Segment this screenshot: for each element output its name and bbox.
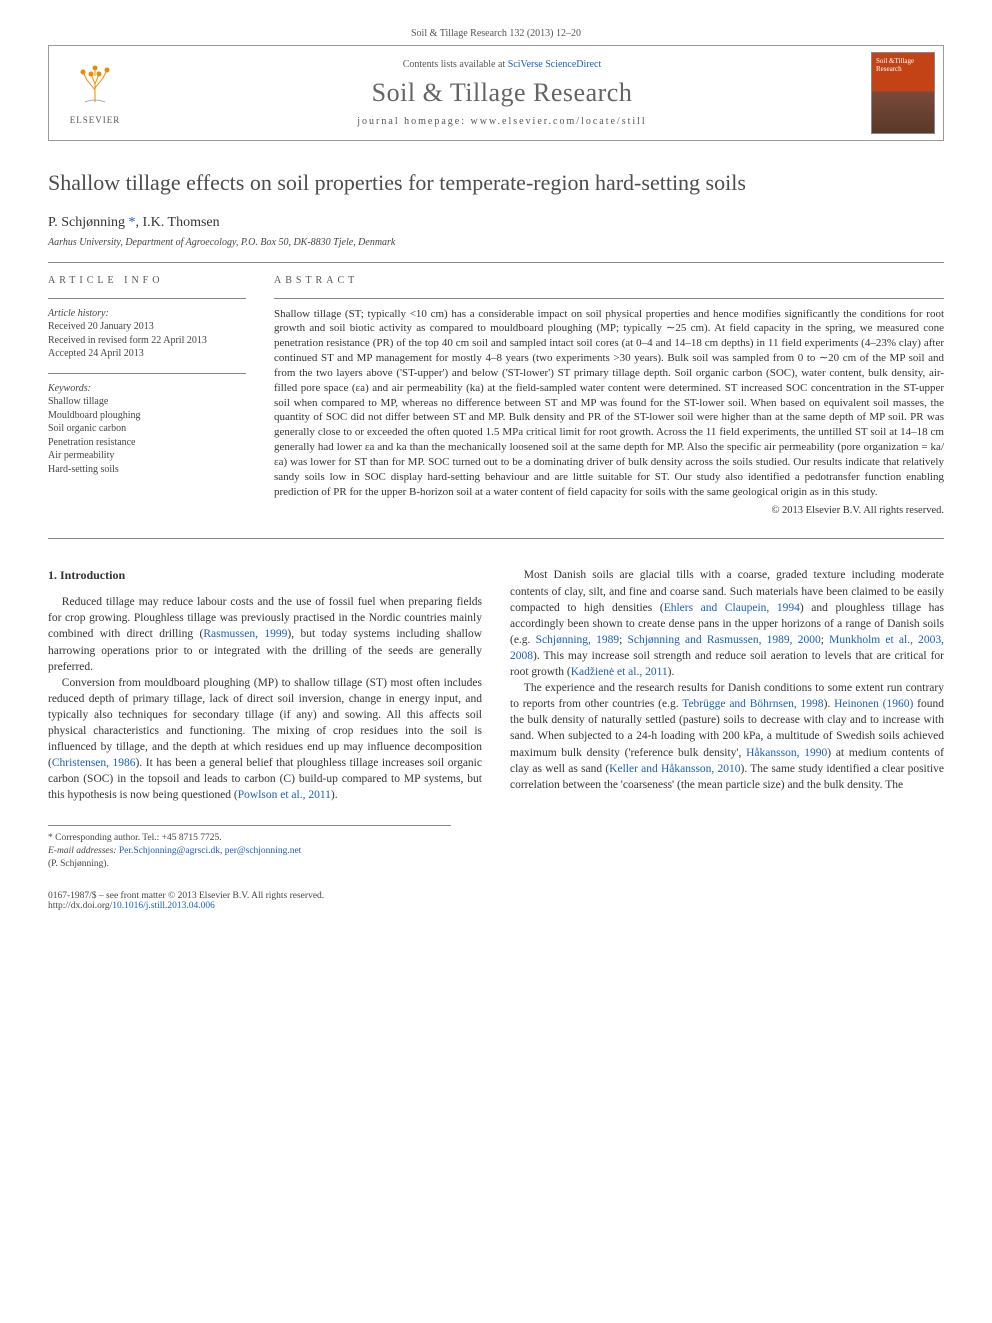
intro-p2: Conversion from mouldboard ploughing (MP… <box>48 675 482 804</box>
footnotes: * Corresponding author. Tel.: +45 8715 7… <box>48 825 451 870</box>
article-history: Article history: Received 20 January 201… <box>48 307 246 361</box>
article-info-label: ARTICLE INFO <box>48 275 246 286</box>
publisher-name: ELSEVIER <box>70 115 121 125</box>
citation-line: Soil & Tillage Research 132 (2013) 12–20 <box>48 28 944 39</box>
journal-header: ELSEVIER Contents lists available at Sci… <box>48 45 944 141</box>
abstract-label: ABSTRACT <box>274 275 944 286</box>
text: ). <box>824 698 835 710</box>
homepage-url: www.elsevier.com/locate/still <box>470 116 646 127</box>
cover-cell <box>863 46 943 140</box>
elsevier-tree-icon <box>71 62 119 113</box>
authors-line: P. Schjønning *, I.K. Thomsen <box>48 215 944 231</box>
abstract-column: ABSTRACT Shallow tillage (ST; typically … <box>274 275 944 517</box>
email-label: E-mail addresses: <box>48 846 119 856</box>
keyword: Soil organic carbon <box>48 422 246 436</box>
abstract-divider <box>274 298 944 299</box>
journal-name: Soil & Tillage Research <box>149 78 855 108</box>
author-1: P. Schjønning <box>48 215 129 230</box>
section-heading-intro: 1. Introduction <box>48 567 482 584</box>
email-link[interactable]: per@schjonning.net <box>225 846 302 856</box>
body-text: 1. Introduction Reduced tillage may redu… <box>48 567 944 803</box>
footer-left: 0167-1987/$ – see front matter © 2013 El… <box>48 891 324 911</box>
email-line: E-mail addresses: Per.Schjonning@agrsci.… <box>48 845 451 858</box>
keyword: Mouldboard ploughing <box>48 409 246 423</box>
history-accepted: Accepted 24 April 2013 <box>48 347 246 361</box>
affiliation: Aarhus University, Department of Agroeco… <box>48 237 944 248</box>
keywords-block: Keywords: Shallow tillage Mouldboard plo… <box>48 382 246 477</box>
keyword: Air permeability <box>48 449 246 463</box>
citation-link[interactable]: Schjønning and Rasmussen, 1989, 2000 <box>627 634 820 646</box>
citation-link[interactable]: Powlson et al., 2011 <box>238 789 331 801</box>
corresponding-author: * Corresponding author. Tel.: +45 8715 7… <box>48 832 451 845</box>
abstract-text: Shallow tillage (ST; typically <10 cm) h… <box>274 307 944 500</box>
doi-prefix: http://dx.doi.org/ <box>48 901 112 911</box>
doi-link[interactable]: 10.1016/j.still.2013.04.006 <box>112 901 215 911</box>
intro-p4: The experience and the research results … <box>510 680 944 793</box>
info-divider-1 <box>48 298 246 299</box>
keyword: Penetration resistance <box>48 436 246 450</box>
text: ). <box>668 666 675 678</box>
keyword: Shallow tillage <box>48 395 246 409</box>
citation-link[interactable]: Kadžienė et al., 2011 <box>571 666 668 678</box>
citation-link[interactable]: Christensen, 1986 <box>52 757 136 769</box>
citation-link[interactable]: Keller and Håkansson, 2010 <box>609 763 740 775</box>
text: ). <box>331 789 338 801</box>
history-heading: Article history: <box>48 307 246 321</box>
history-revised: Received in revised form 22 April 2013 <box>48 334 246 348</box>
corresponding-marker-link[interactable]: * <box>129 215 136 230</box>
keywords-heading: Keywords: <box>48 382 246 396</box>
citation-link[interactable]: Håkansson, 1990 <box>746 747 827 759</box>
article-info-column: ARTICLE INFO Article history: Received 2… <box>48 275 246 517</box>
sciencedirect-link[interactable]: SciVerse ScienceDirect <box>508 59 602 70</box>
page-footer: 0167-1987/$ – see front matter © 2013 El… <box>48 891 944 911</box>
email-link[interactable]: Per.Schjonning@agrsci.dk <box>119 846 220 856</box>
citation-link[interactable]: Schjønning, 1989 <box>536 634 619 646</box>
text: ; <box>821 634 829 646</box>
contents-prefix: Contents lists available at <box>403 59 508 70</box>
corresponding-name: (P. Schjønning). <box>48 858 451 871</box>
abstract-copyright: © 2013 Elsevier B.V. All rights reserved… <box>274 505 944 516</box>
intro-p1: Reduced tillage may reduce labour costs … <box>48 594 482 674</box>
doi-line: http://dx.doi.org/10.1016/j.still.2013.0… <box>48 901 324 911</box>
citation-link[interactable]: Rasmussen, 1999 <box>203 628 287 640</box>
front-matter: 0167-1987/$ – see front matter © 2013 El… <box>48 891 324 901</box>
info-divider-2 <box>48 373 246 374</box>
homepage-line: journal homepage: www.elsevier.com/locat… <box>149 116 855 127</box>
keyword: Hard-setting soils <box>48 463 246 477</box>
homepage-prefix: journal homepage: <box>357 116 470 127</box>
journal-cover-thumbnail <box>871 52 935 134</box>
divider-bottom <box>48 538 944 539</box>
text: Conversion from mouldboard ploughing (MP… <box>48 677 482 769</box>
citation-link[interactable]: Ehlers and Claupein, 1994 <box>664 602 800 614</box>
header-center: Contents lists available at SciVerse Sci… <box>141 46 863 140</box>
intro-p3: Most Danish soils are glacial tills with… <box>510 567 944 680</box>
author-2: , I.K. Thomsen <box>136 215 220 230</box>
citation-link[interactable]: Heinonen (1960) <box>834 698 913 710</box>
article-title: Shallow tillage effects on soil properti… <box>48 169 944 197</box>
history-received: Received 20 January 2013 <box>48 320 246 334</box>
contents-line: Contents lists available at SciVerse Sci… <box>149 59 855 70</box>
elsevier-logo: ELSEVIER <box>70 62 121 125</box>
citation-link[interactable]: Tebrügge and Böhrnsen, 1998 <box>682 698 823 710</box>
info-abstract-row: ARTICLE INFO Article history: Received 2… <box>48 263 944 531</box>
publisher-logo-cell: ELSEVIER <box>49 46 141 140</box>
